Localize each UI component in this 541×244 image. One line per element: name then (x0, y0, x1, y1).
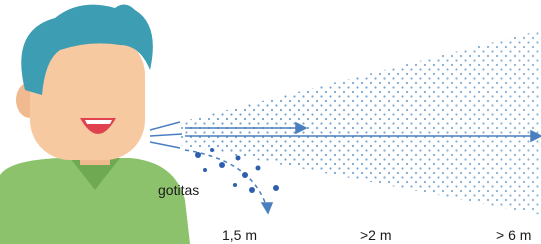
distance-label: > 6 m (496, 227, 531, 243)
droplets-label: gotitas (158, 182, 199, 198)
spray-cone (180, 30, 541, 215)
distance-label: >2 m (360, 227, 392, 243)
teeth (85, 120, 112, 124)
person (0, 4, 190, 244)
illustration: gotitas 1,5 m >2 m > 6 m (0, 0, 541, 244)
distance-label: 1,5 m (222, 227, 257, 243)
page: {"labels": {"droplets": "gotitas"}, "dis… (0, 0, 541, 244)
breath-lines (150, 122, 182, 148)
